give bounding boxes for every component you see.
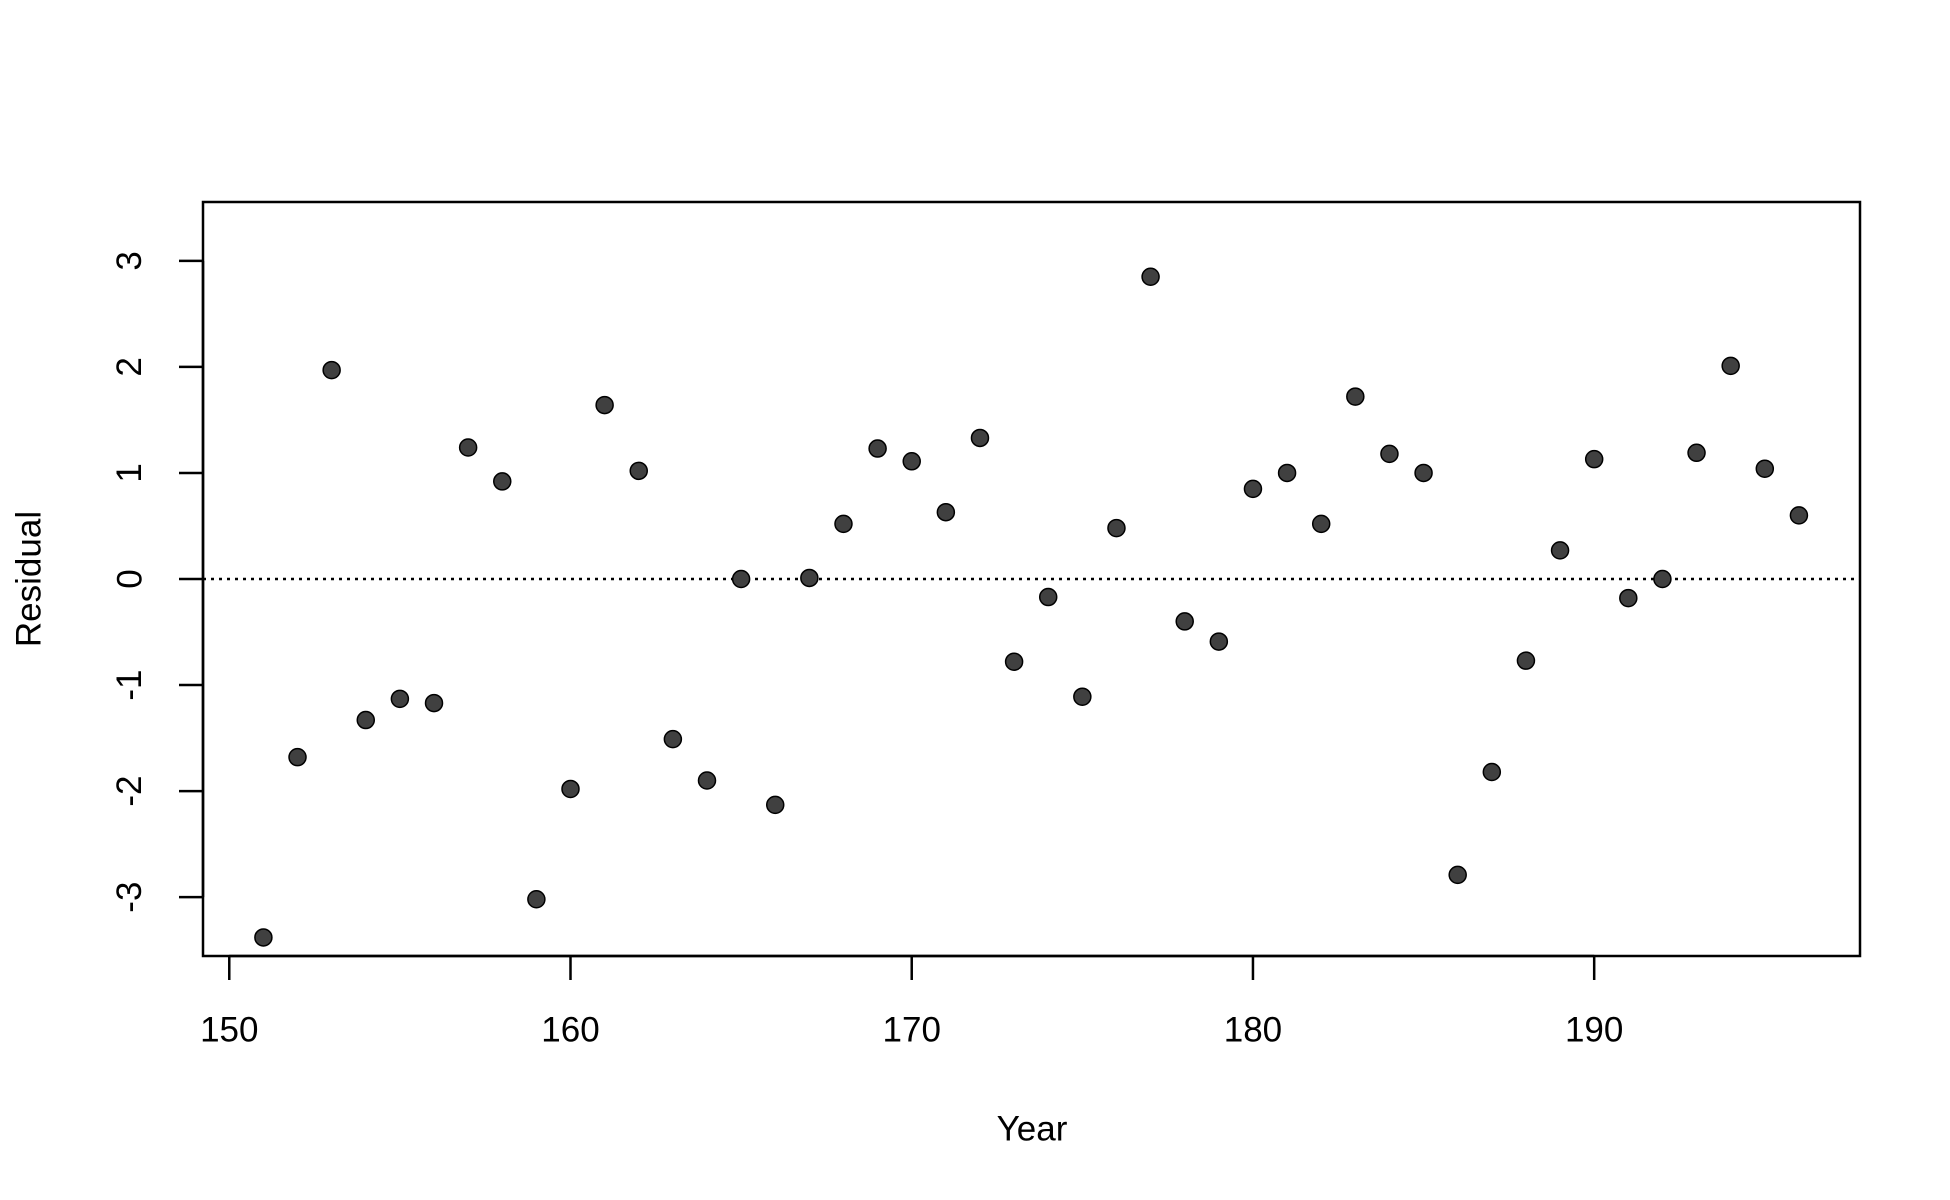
y-tick-label: 3 <box>110 251 149 270</box>
point <box>902 452 921 471</box>
point <box>1619 588 1638 608</box>
point <box>1209 632 1229 651</box>
y-tick-label: -3 <box>110 882 149 913</box>
point <box>731 569 751 589</box>
point <box>868 439 887 458</box>
point <box>1141 267 1160 287</box>
point <box>834 514 853 534</box>
x-tick-label: 170 <box>883 1010 941 1049</box>
x-tick-label: 180 <box>1224 1010 1282 1049</box>
point <box>527 890 546 909</box>
point <box>322 360 341 380</box>
point <box>1277 463 1297 483</box>
point <box>1755 459 1775 478</box>
y-tick-label: 1 <box>110 463 149 482</box>
point <box>390 689 410 709</box>
point <box>697 771 717 790</box>
point <box>1516 651 1536 670</box>
x-tick-label: 160 <box>541 1010 599 1049</box>
point <box>424 693 444 713</box>
point <box>765 795 785 815</box>
point <box>1448 865 1467 885</box>
point <box>254 928 273 947</box>
y-tick-label: -1 <box>110 669 149 700</box>
point <box>1721 356 1740 376</box>
point <box>970 428 990 448</box>
point <box>1243 479 1263 499</box>
y-axis-label: Residual <box>9 511 48 647</box>
point <box>1380 444 1399 464</box>
point <box>356 710 376 730</box>
point <box>1687 443 1706 463</box>
point <box>595 395 614 415</box>
x-axis-label: Year <box>997 1109 1068 1148</box>
point <box>1789 506 1809 525</box>
point <box>561 779 580 799</box>
point <box>1550 541 1570 560</box>
point <box>1584 449 1604 469</box>
x-tick-label: 190 <box>1565 1010 1623 1049</box>
y-tick-label: 2 <box>110 357 149 376</box>
point <box>800 568 819 588</box>
point <box>1107 518 1126 538</box>
point <box>1038 587 1058 607</box>
y-tick-label: 0 <box>110 569 149 588</box>
x-tick-label: 150 <box>200 1010 258 1049</box>
point <box>1653 569 1672 589</box>
point <box>1482 762 1502 782</box>
point <box>1175 612 1194 631</box>
point <box>936 502 956 522</box>
point <box>1073 687 1092 706</box>
point <box>629 461 648 481</box>
point <box>1414 463 1433 483</box>
point <box>288 747 307 767</box>
y-tick-label: -2 <box>110 776 149 807</box>
point <box>663 729 683 749</box>
point <box>458 438 478 457</box>
point <box>1311 514 1331 534</box>
point <box>1346 387 1365 406</box>
point <box>493 472 512 491</box>
point <box>1004 652 1024 671</box>
